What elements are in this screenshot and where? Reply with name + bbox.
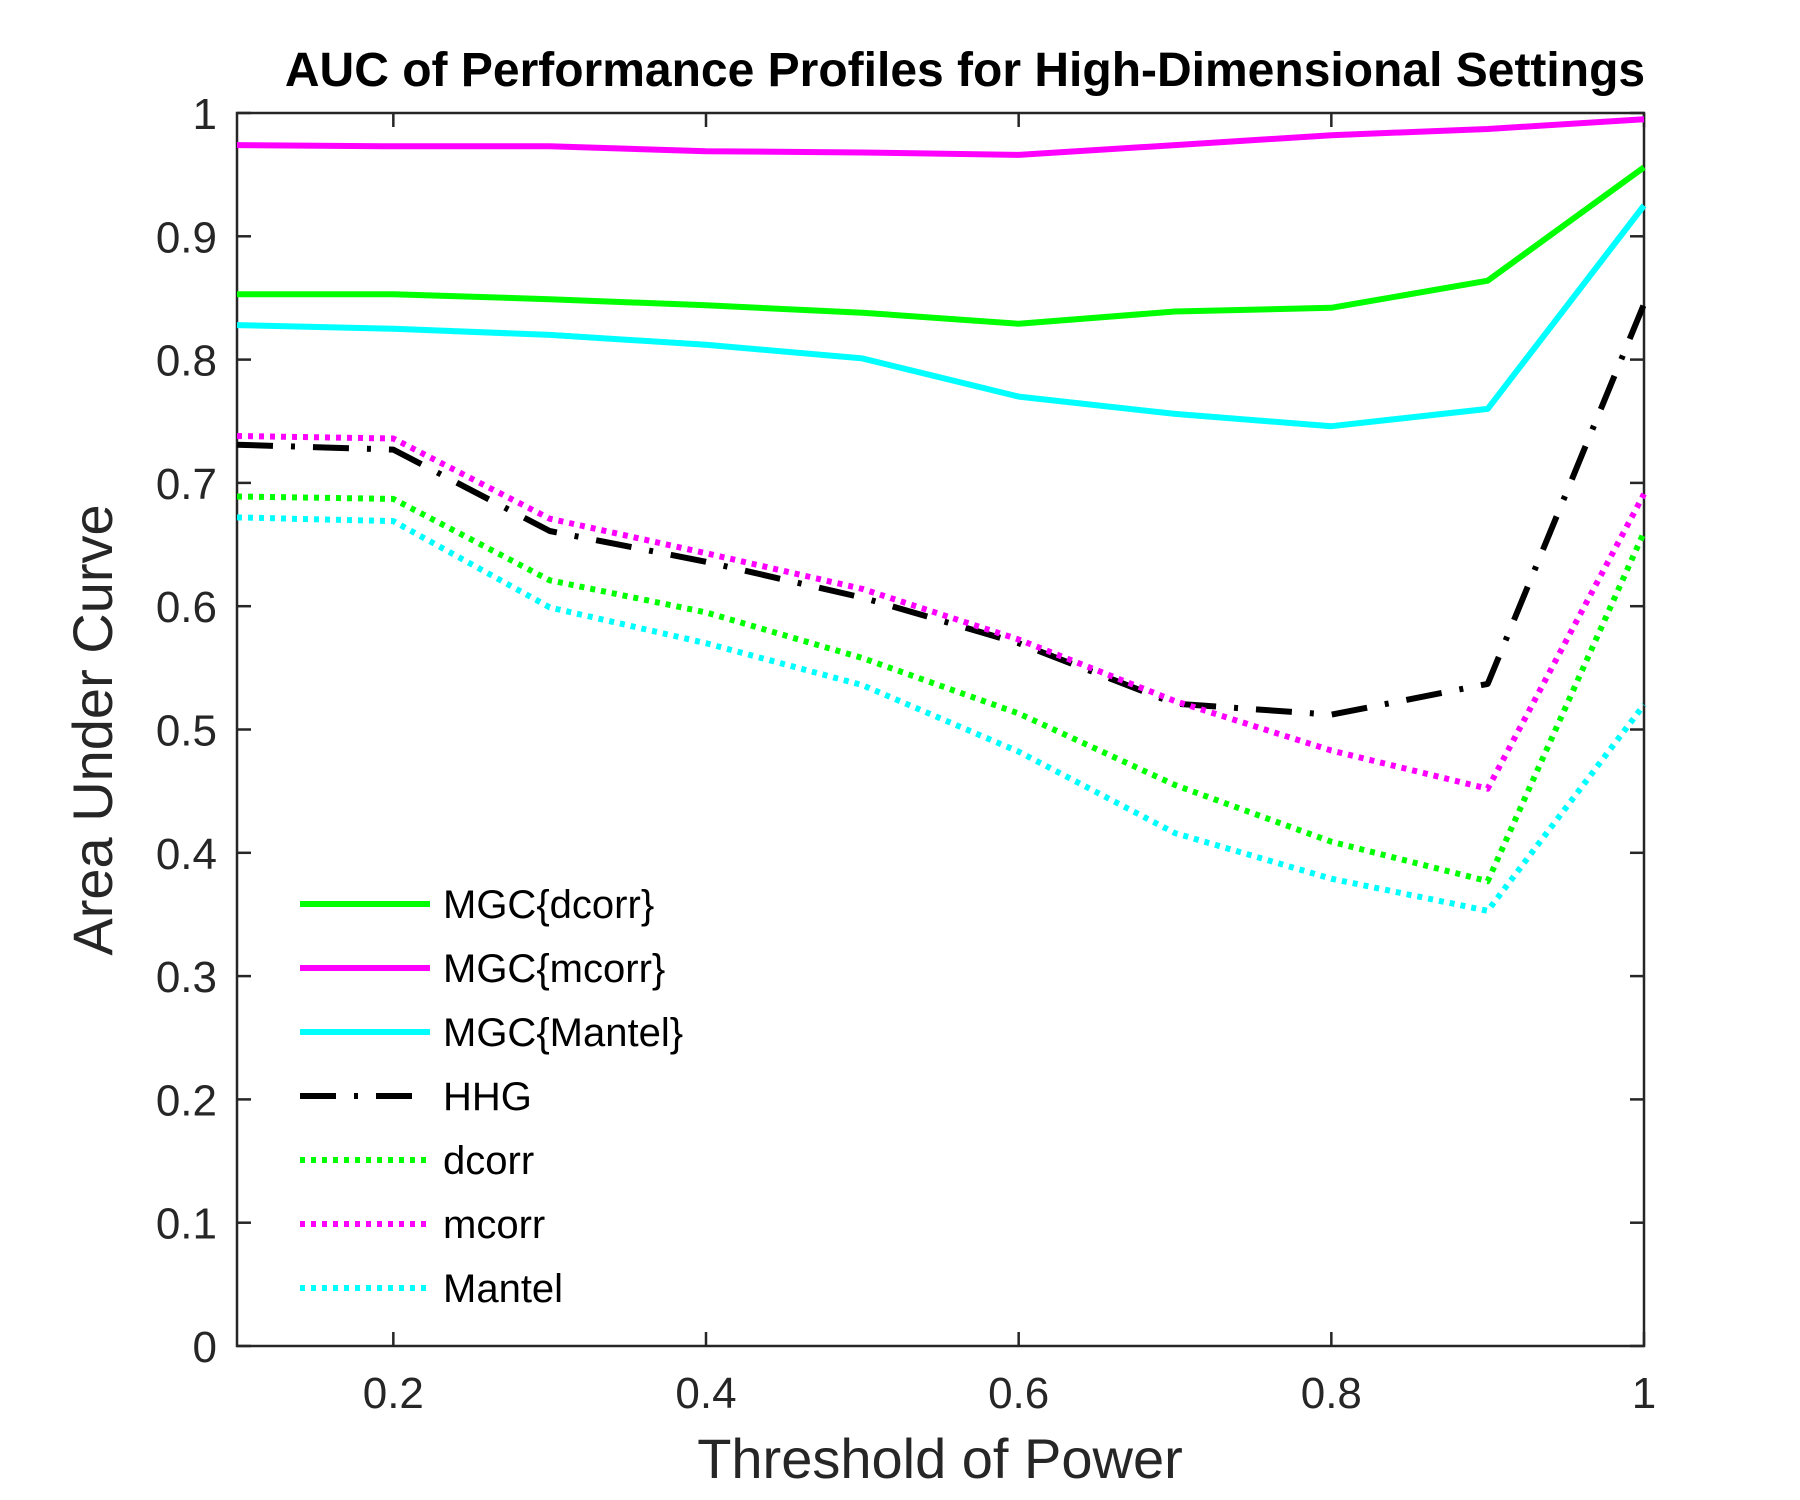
y-tick-label: 0.8 xyxy=(156,337,217,386)
series-line-mantel xyxy=(236,514,1647,914)
legend: MGC{dcorr} MGC{mcorr} MGC{Mantel} HHG dcorr m… xyxy=(300,883,683,1311)
legend-label: MGC{dcorr} xyxy=(443,883,654,927)
y-tick-label: 0.3 xyxy=(156,953,217,1002)
tick-labels: 0.2 0.4 0.6 0.8 1 0 0.1 0.2 0.3 0.4 0.5 0.6 0.7 0.8 0.… xyxy=(156,90,1656,1418)
legend-label: HHG xyxy=(443,1075,532,1119)
y-tick-label: 0.7 xyxy=(156,460,217,509)
y-axis-label: Area Under Curve xyxy=(61,504,124,955)
legend-label: Mantel xyxy=(443,1267,563,1311)
y-tick-label: 0 xyxy=(193,1323,217,1372)
axis-ticks xyxy=(237,111,1646,1348)
series-line-mgc-mcorr xyxy=(236,116,1645,158)
x-tick-label: 0.2 xyxy=(363,1369,424,1418)
y-tick-label: 0.1 xyxy=(156,1200,217,1249)
y-tick-label: 1 xyxy=(193,90,217,139)
x-tick-label: 0.4 xyxy=(675,1369,736,1418)
series-line-mgc-dcorr xyxy=(237,164,1646,327)
series-line-hhg xyxy=(236,302,1647,718)
y-tick-label: 0.4 xyxy=(156,830,217,879)
legend-label: MGC{Mantel} xyxy=(443,1011,683,1055)
legend-label: MGC{mcorr} xyxy=(443,947,665,991)
legend-label: dcorr xyxy=(443,1139,534,1183)
series-lines xyxy=(236,116,1647,914)
legend-label: mcorr xyxy=(443,1203,545,1247)
y-tick-label: 0.6 xyxy=(156,583,217,632)
x-tick-label: 0.6 xyxy=(988,1369,1049,1418)
series-line-mgc-mantel xyxy=(236,203,1647,430)
series-line-dcorr xyxy=(236,493,1647,885)
y-tick-label: 0.2 xyxy=(156,1076,217,1125)
x-tick-label: 0.8 xyxy=(1301,1369,1362,1418)
series-line-mcorr xyxy=(236,433,1647,792)
chart-title: AUC of Performance Profiles for High-Dim… xyxy=(285,44,1645,97)
y-tick-label: 0.5 xyxy=(156,707,217,756)
y-tick-label: 0.9 xyxy=(156,213,217,262)
x-axis-label: Threshold of Power xyxy=(697,1427,1183,1490)
x-tick-label: 1 xyxy=(1632,1369,1656,1418)
